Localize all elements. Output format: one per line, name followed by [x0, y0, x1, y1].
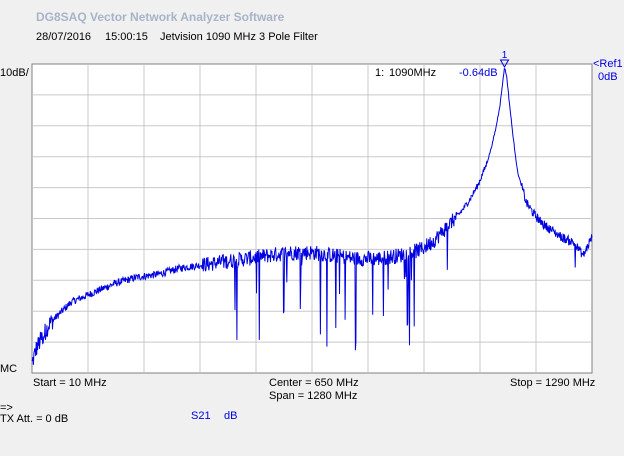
stop-frequency: Stop = 1290 MHz — [510, 377, 596, 389]
plot-grid — [31, 63, 593, 374]
center-frequency: Center = 650 MHz — [269, 377, 359, 389]
mc-label: MC — [0, 363, 18, 375]
header-time: 15:00:15 — [105, 31, 148, 43]
tx-attenuation: TX Att. = 0 dB — [0, 413, 69, 425]
marker-readout-label: 1: — [375, 67, 385, 79]
ref-label: <Ref1 — [593, 58, 623, 70]
span-frequency: Span = 1280 MHz — [269, 390, 358, 402]
app-title: DG8SAQ Vector Network Analyzer Software — [36, 10, 285, 24]
header-description: Jetvision 1090 MHz 3 Pole Filter — [160, 31, 318, 43]
marker-readout-value: -0.64dB — [459, 67, 498, 79]
marker-triangle — [499, 59, 510, 68]
marker-number-label: 1 — [502, 50, 508, 61]
trace-s21-line — [31, 68, 593, 365]
header-date: 28/07/2016 — [36, 31, 92, 43]
param-label: S21 — [191, 410, 211, 422]
arrow-indicator: => — [0, 402, 13, 414]
unit-label: dB — [224, 410, 238, 422]
scale-label: 10dB/ — [0, 67, 29, 79]
ref-value: 0dB — [598, 71, 618, 83]
marker-readout-frequency: 1090MHz — [389, 67, 437, 79]
start-frequency: Start = 10 MHz — [33, 377, 107, 389]
